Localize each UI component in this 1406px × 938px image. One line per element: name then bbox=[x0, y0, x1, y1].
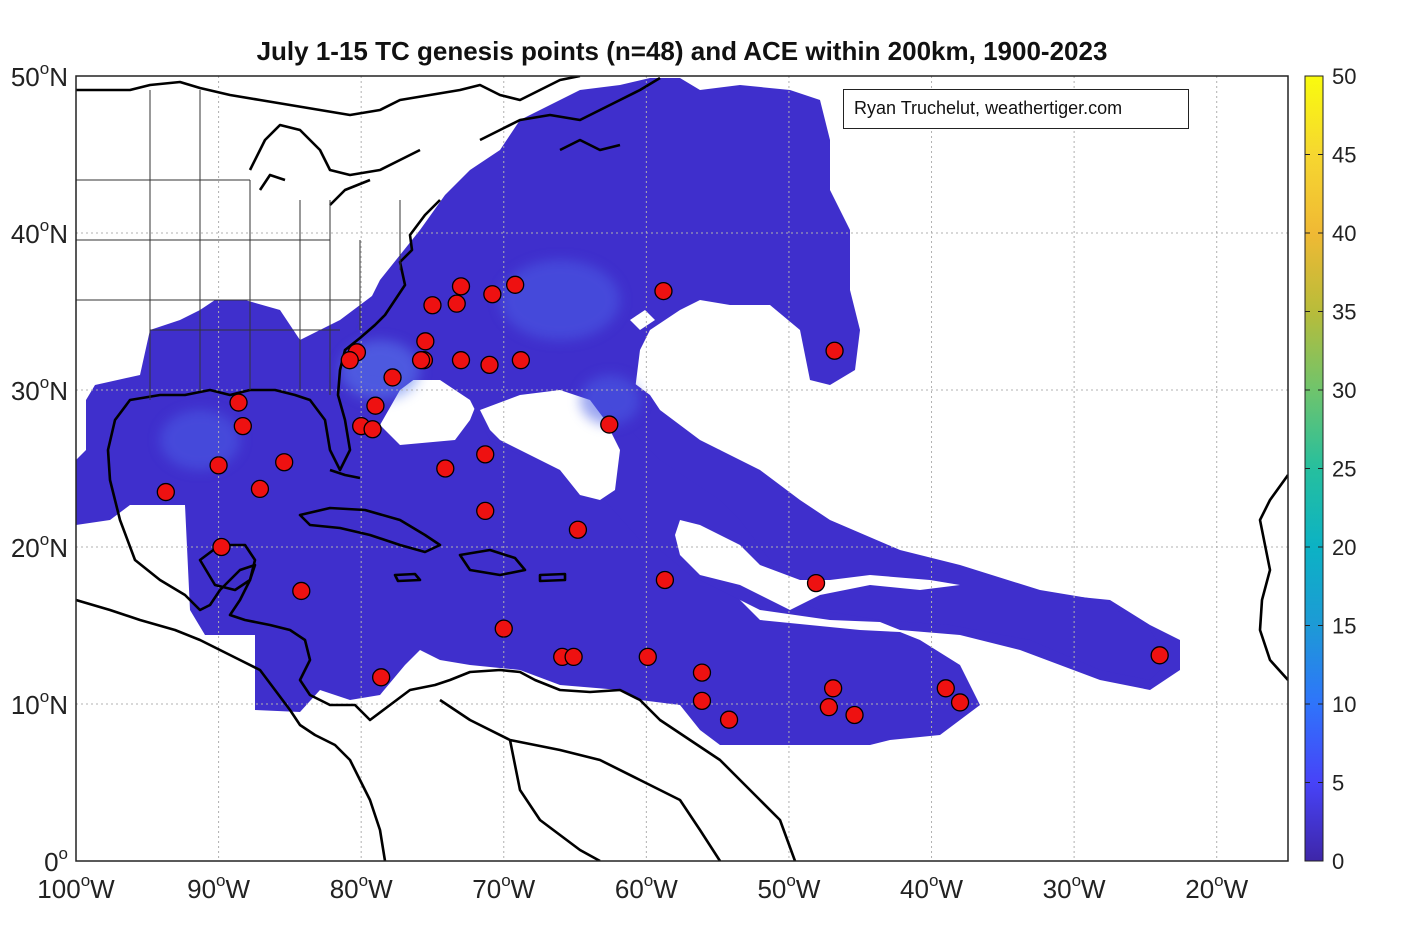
genesis-point bbox=[229, 393, 248, 412]
genesis-point bbox=[506, 275, 525, 294]
genesis-point bbox=[451, 277, 471, 296]
genesis-point bbox=[292, 581, 311, 601]
state-borders bbox=[76, 90, 401, 400]
genesis-point bbox=[340, 351, 359, 370]
genesis-point bbox=[366, 396, 385, 415]
y-tick-label: 50oN bbox=[11, 59, 68, 92]
genesis-point bbox=[156, 482, 175, 502]
colorbar-tick-label: 5 bbox=[1332, 771, 1344, 796]
genesis-point bbox=[483, 285, 502, 304]
genesis-point bbox=[209, 456, 228, 475]
florida-keys bbox=[329, 468, 361, 480]
x-tick-label: 40oW bbox=[900, 871, 963, 904]
south-america-interior bbox=[439, 698, 722, 861]
canada-maritimes bbox=[479, 76, 661, 152]
genesis-point bbox=[363, 420, 382, 439]
genesis-point bbox=[825, 341, 844, 360]
hispaniola bbox=[458, 548, 527, 577]
colorbar-tick-label: 25 bbox=[1332, 457, 1356, 482]
genesis-point bbox=[480, 355, 499, 375]
credit-box: Ryan Truchelut, weathertiger.com bbox=[843, 89, 1189, 129]
genesis-point bbox=[212, 537, 231, 557]
genesis-point bbox=[719, 710, 739, 729]
colorbar-tick-label: 30 bbox=[1332, 378, 1356, 403]
genesis-point bbox=[600, 415, 619, 434]
genesis-point bbox=[692, 663, 712, 682]
colorbar-tick-label: 15 bbox=[1332, 614, 1356, 639]
x-tick-label: 70oW bbox=[472, 871, 535, 904]
genesis-point bbox=[936, 679, 955, 698]
genesis-point bbox=[511, 351, 531, 370]
genesis-point bbox=[950, 693, 970, 712]
genesis-point bbox=[494, 619, 513, 638]
x-tick-label: 90oW bbox=[187, 871, 250, 904]
x-tick-label: 20oW bbox=[1185, 871, 1248, 904]
central-america bbox=[76, 598, 387, 861]
great-lakes bbox=[248, 123, 421, 206]
genesis-point bbox=[819, 697, 839, 717]
genesis-point bbox=[423, 296, 442, 315]
genesis-point bbox=[823, 679, 843, 698]
genesis-point bbox=[655, 570, 675, 590]
genesis-point bbox=[654, 281, 673, 301]
genesis-point bbox=[275, 453, 294, 472]
genesis-point bbox=[451, 351, 471, 370]
x-tick-label: 50oW bbox=[757, 871, 820, 904]
genesis-points bbox=[156, 275, 1169, 729]
us-east-coast bbox=[76, 76, 797, 861]
map-grid bbox=[76, 76, 1288, 861]
x-tick-label: 100oW bbox=[37, 871, 115, 904]
y-tick-label: 20oN bbox=[11, 530, 68, 563]
genesis-point bbox=[250, 479, 270, 499]
ace-gap-1 bbox=[480, 390, 620, 500]
y-tick-label: 0o bbox=[44, 844, 68, 877]
x-tick-label: 30oW bbox=[1043, 871, 1106, 904]
map-border bbox=[75, 75, 1289, 862]
puerto-rico bbox=[538, 572, 567, 583]
genesis-point bbox=[436, 459, 455, 478]
chart-title: July 1-15 TC genesis points (n=48) and A… bbox=[256, 36, 1108, 66]
genesis-point bbox=[476, 501, 495, 521]
genesis-point bbox=[568, 520, 588, 539]
y-axis-ticks: 0o 10oN 20oN 30oN 40oN 50oN bbox=[11, 59, 68, 877]
x-tick-label: 60oW bbox=[615, 871, 678, 904]
ace-swath-main bbox=[76, 290, 980, 745]
jamaica bbox=[393, 572, 422, 583]
genesis-point bbox=[447, 294, 466, 313]
colorbar-tick-label: 35 bbox=[1332, 300, 1356, 325]
x-axis-ticks: 100oW 90oW 80oW 70oW 60oW 50oW 40oW 30oW 20oW bbox=[37, 871, 1248, 904]
colorbar-tick-label: 45 bbox=[1332, 143, 1356, 168]
y-tick-label: 40oN bbox=[11, 216, 68, 249]
africa-coast bbox=[1258, 474, 1288, 681]
colorbar-tick-label: 0 bbox=[1332, 849, 1344, 874]
ace-gap-2 bbox=[675, 520, 960, 610]
colorbar-tick-label: 20 bbox=[1332, 535, 1356, 560]
genesis-point bbox=[383, 368, 402, 387]
ace-swath-east bbox=[600, 380, 1170, 680]
land-outlines bbox=[76, 76, 1288, 861]
colorbar-tick-label: 40 bbox=[1332, 221, 1356, 246]
cuba bbox=[298, 506, 442, 554]
y-tick-label: 10oN bbox=[11, 687, 68, 720]
colorbar-tick-label: 10 bbox=[1332, 692, 1356, 717]
genesis-point bbox=[806, 573, 826, 593]
genesis-point bbox=[476, 445, 495, 464]
ace-swath-atlantic-northeast bbox=[355, 78, 1180, 690]
ace-gap-3 bbox=[630, 310, 655, 330]
x-tick-label: 80oW bbox=[330, 871, 393, 904]
colorbar-tick-label: 50 bbox=[1332, 64, 1356, 89]
genesis-point bbox=[411, 351, 431, 370]
y-tick-label: 30oN bbox=[11, 373, 68, 406]
genesis-point bbox=[638, 647, 657, 667]
genesis-point bbox=[371, 668, 391, 687]
genesis-point bbox=[416, 332, 435, 351]
genesis-point bbox=[845, 705, 864, 725]
genesis-point bbox=[564, 647, 583, 667]
genesis-point bbox=[1150, 646, 1169, 665]
colorbar-ticks: 0 5 10 15 20 25 30 35 40 45 50 bbox=[1305, 64, 1356, 874]
genesis-point bbox=[692, 691, 712, 711]
genesis-point bbox=[233, 416, 252, 436]
